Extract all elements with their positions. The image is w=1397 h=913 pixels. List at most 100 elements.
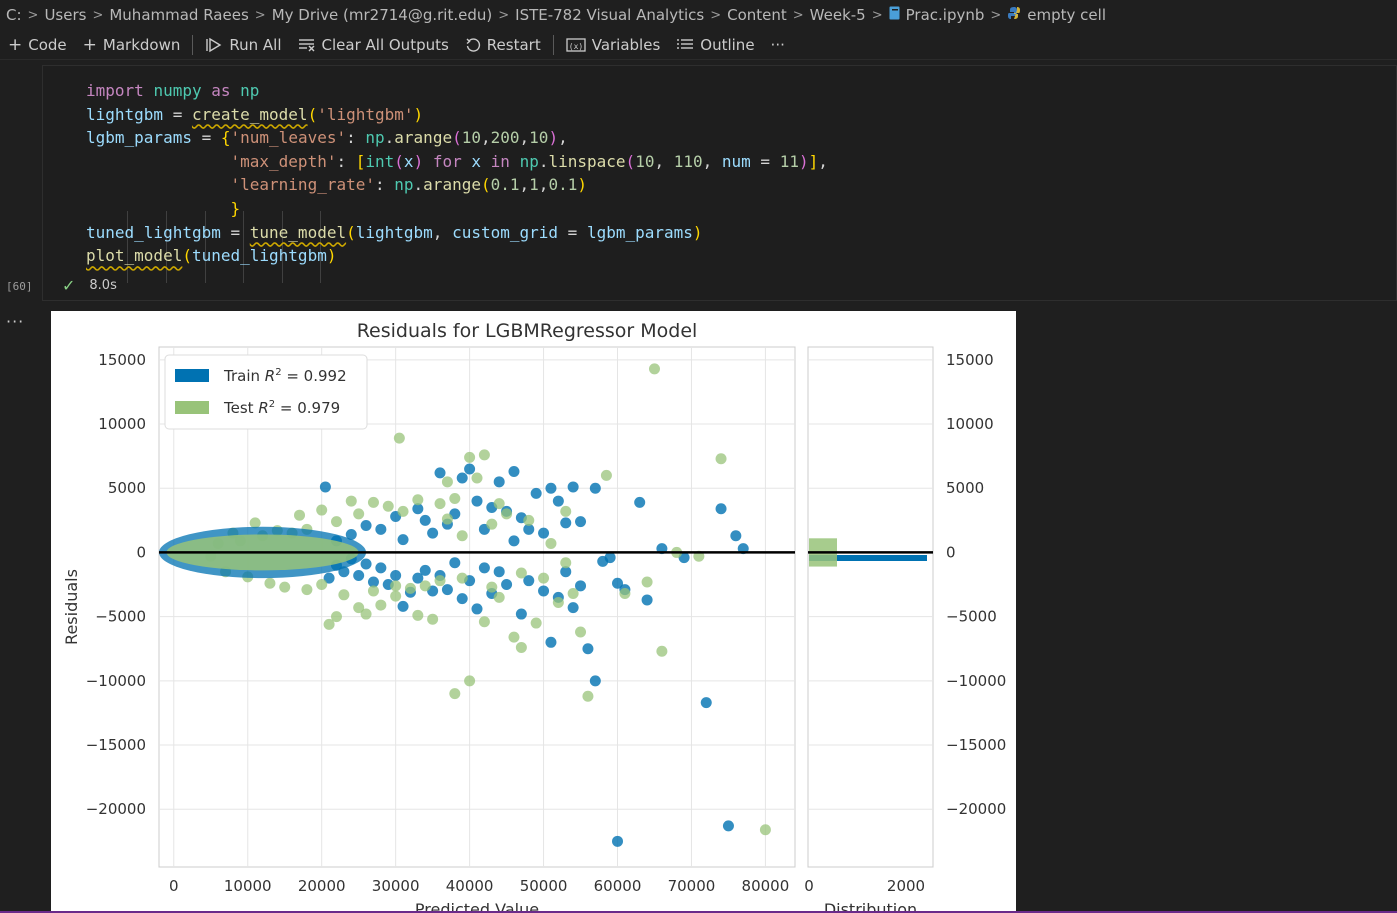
- test-point: [441, 476, 453, 488]
- legend-entry: Train R2 = 0.992: [223, 367, 347, 385]
- notebook-toolbar: + Code + Markdown Run All Clear All Outp…: [0, 30, 1397, 60]
- test-point: [316, 504, 328, 516]
- train-point: [353, 570, 365, 582]
- execution-count: [60]: [6, 280, 33, 293]
- y-tick-label: −20000: [86, 800, 146, 818]
- test-point: [656, 645, 668, 657]
- test-point: [471, 472, 483, 484]
- restart-icon: [465, 37, 481, 53]
- legend-swatch: [175, 401, 209, 414]
- add-markdown-button[interactable]: + Markdown: [75, 32, 189, 58]
- x-tick-label: 10000: [224, 877, 272, 895]
- train-point: [464, 463, 476, 475]
- test-point: [456, 530, 468, 542]
- test-point: [412, 609, 424, 621]
- run-all-button[interactable]: Run All: [197, 32, 289, 58]
- train-point: [560, 517, 572, 529]
- hist-y-tick-label: −15000: [946, 736, 1006, 754]
- test-point: [515, 641, 527, 653]
- test-point: [330, 611, 342, 623]
- breadcrumb-item[interactable]: Muhammad Raees: [109, 6, 249, 24]
- chevron-right-icon: >: [27, 7, 39, 23]
- train-point: [567, 602, 579, 614]
- hist-x-tick-label: 2000: [887, 877, 925, 895]
- restart-button[interactable]: Restart: [457, 32, 549, 58]
- train-point: [449, 557, 461, 569]
- y-tick-label: 15000: [98, 351, 146, 369]
- train-point: [538, 585, 550, 597]
- test-point: [575, 626, 587, 638]
- train-point: [456, 593, 468, 605]
- breadcrumb-item[interactable]: Prac.ipynb: [905, 6, 985, 24]
- test-point: [441, 513, 453, 525]
- plus-icon: +: [82, 34, 97, 55]
- train-point: [419, 514, 431, 526]
- x-tick-label: 30000: [372, 877, 420, 895]
- y-tick-label: −15000: [86, 736, 146, 754]
- train-point: [612, 835, 624, 847]
- test-point: [759, 824, 771, 836]
- add-code-button[interactable]: + Code: [0, 32, 75, 58]
- output-more-button[interactable]: ···: [6, 312, 25, 331]
- test-point: [397, 505, 409, 517]
- test-point: [600, 469, 612, 481]
- variables-label: Variables: [591, 35, 661, 54]
- test-point: [375, 599, 387, 611]
- train-point: [530, 487, 542, 499]
- code-line: lgbm_params = {'num_leaves': np.arange(1…: [86, 128, 568, 148]
- breadcrumb-item[interactable]: Users: [44, 6, 87, 24]
- code-line: 'max_depth': [int(x) for x in np.linspac…: [230, 151, 828, 171]
- breadcrumb-item[interactable]: empty cell: [1027, 6, 1106, 24]
- train-point: [515, 608, 527, 620]
- more-actions-button[interactable]: ···: [763, 32, 793, 58]
- svg-text:(x): (x): [568, 42, 582, 51]
- y-tick-label: 10000: [98, 415, 146, 433]
- outline-button[interactable]: Outline: [668, 32, 762, 58]
- train-point: [545, 636, 557, 648]
- breadcrumb-item[interactable]: My Drive (mr2714@g.rit.edu): [271, 6, 493, 24]
- test-point: [493, 591, 505, 603]
- window-bottom-border: [0, 911, 1397, 913]
- breadcrumb-item[interactable]: C:: [6, 6, 22, 24]
- clear-outputs-button[interactable]: Clear All Outputs: [290, 32, 457, 58]
- train-point: [575, 580, 587, 592]
- x-axis-label: Predicted Value: [415, 900, 539, 913]
- train-point: [582, 643, 594, 655]
- code-editor[interactable]: import numpy as np lightgbm = create_mode…: [86, 79, 828, 268]
- variables-button[interactable]: (x) Variables: [558, 32, 669, 58]
- train-point: [419, 564, 431, 576]
- chart-title: Residuals for LGBMRegressor Model: [357, 320, 698, 342]
- train-point: [367, 576, 379, 588]
- test-point: [249, 517, 261, 529]
- test-point: [478, 616, 490, 628]
- notebook-file-icon: [889, 6, 900, 24]
- test-point: [486, 518, 498, 530]
- code-line: }: [230, 198, 241, 218]
- code-line: 'learning_rate': np.arange(0.1,1,0.1): [230, 175, 587, 195]
- train-point: [471, 495, 483, 507]
- train-point: [523, 575, 535, 587]
- code-cell[interactable]: import numpy as np lightgbm = create_mode…: [42, 65, 1397, 301]
- test-point: [382, 500, 394, 512]
- test-point: [419, 580, 431, 592]
- train-point: [538, 527, 550, 539]
- breadcrumb: C: > Users > Muhammad Raees > My Drive (mr2714…: [0, 0, 1397, 30]
- train-point: [589, 675, 601, 687]
- train-point: [730, 530, 742, 542]
- train-point: [722, 820, 734, 832]
- x-tick-label: 40000: [446, 877, 494, 895]
- test-point: [560, 505, 572, 517]
- breadcrumb-item[interactable]: Content: [727, 6, 787, 24]
- breadcrumb-item[interactable]: Week-5: [809, 6, 866, 24]
- residuals-chart: Residuals for LGBMRegressor Model 0 10000 2…: [62, 320, 1006, 913]
- hist-y-tick-label: −5000: [946, 608, 997, 626]
- legend-box: [164, 354, 368, 430]
- hist-y-tick-label: 0: [946, 543, 956, 561]
- restart-label: Restart: [486, 35, 541, 54]
- breadcrumb-item[interactable]: ISTE-782 Visual Analytics: [515, 6, 705, 24]
- test-point: [508, 631, 520, 643]
- test-point: [338, 589, 350, 601]
- add-markdown-label: Markdown: [102, 35, 181, 54]
- test-point: [545, 537, 557, 549]
- test-point: [619, 588, 631, 600]
